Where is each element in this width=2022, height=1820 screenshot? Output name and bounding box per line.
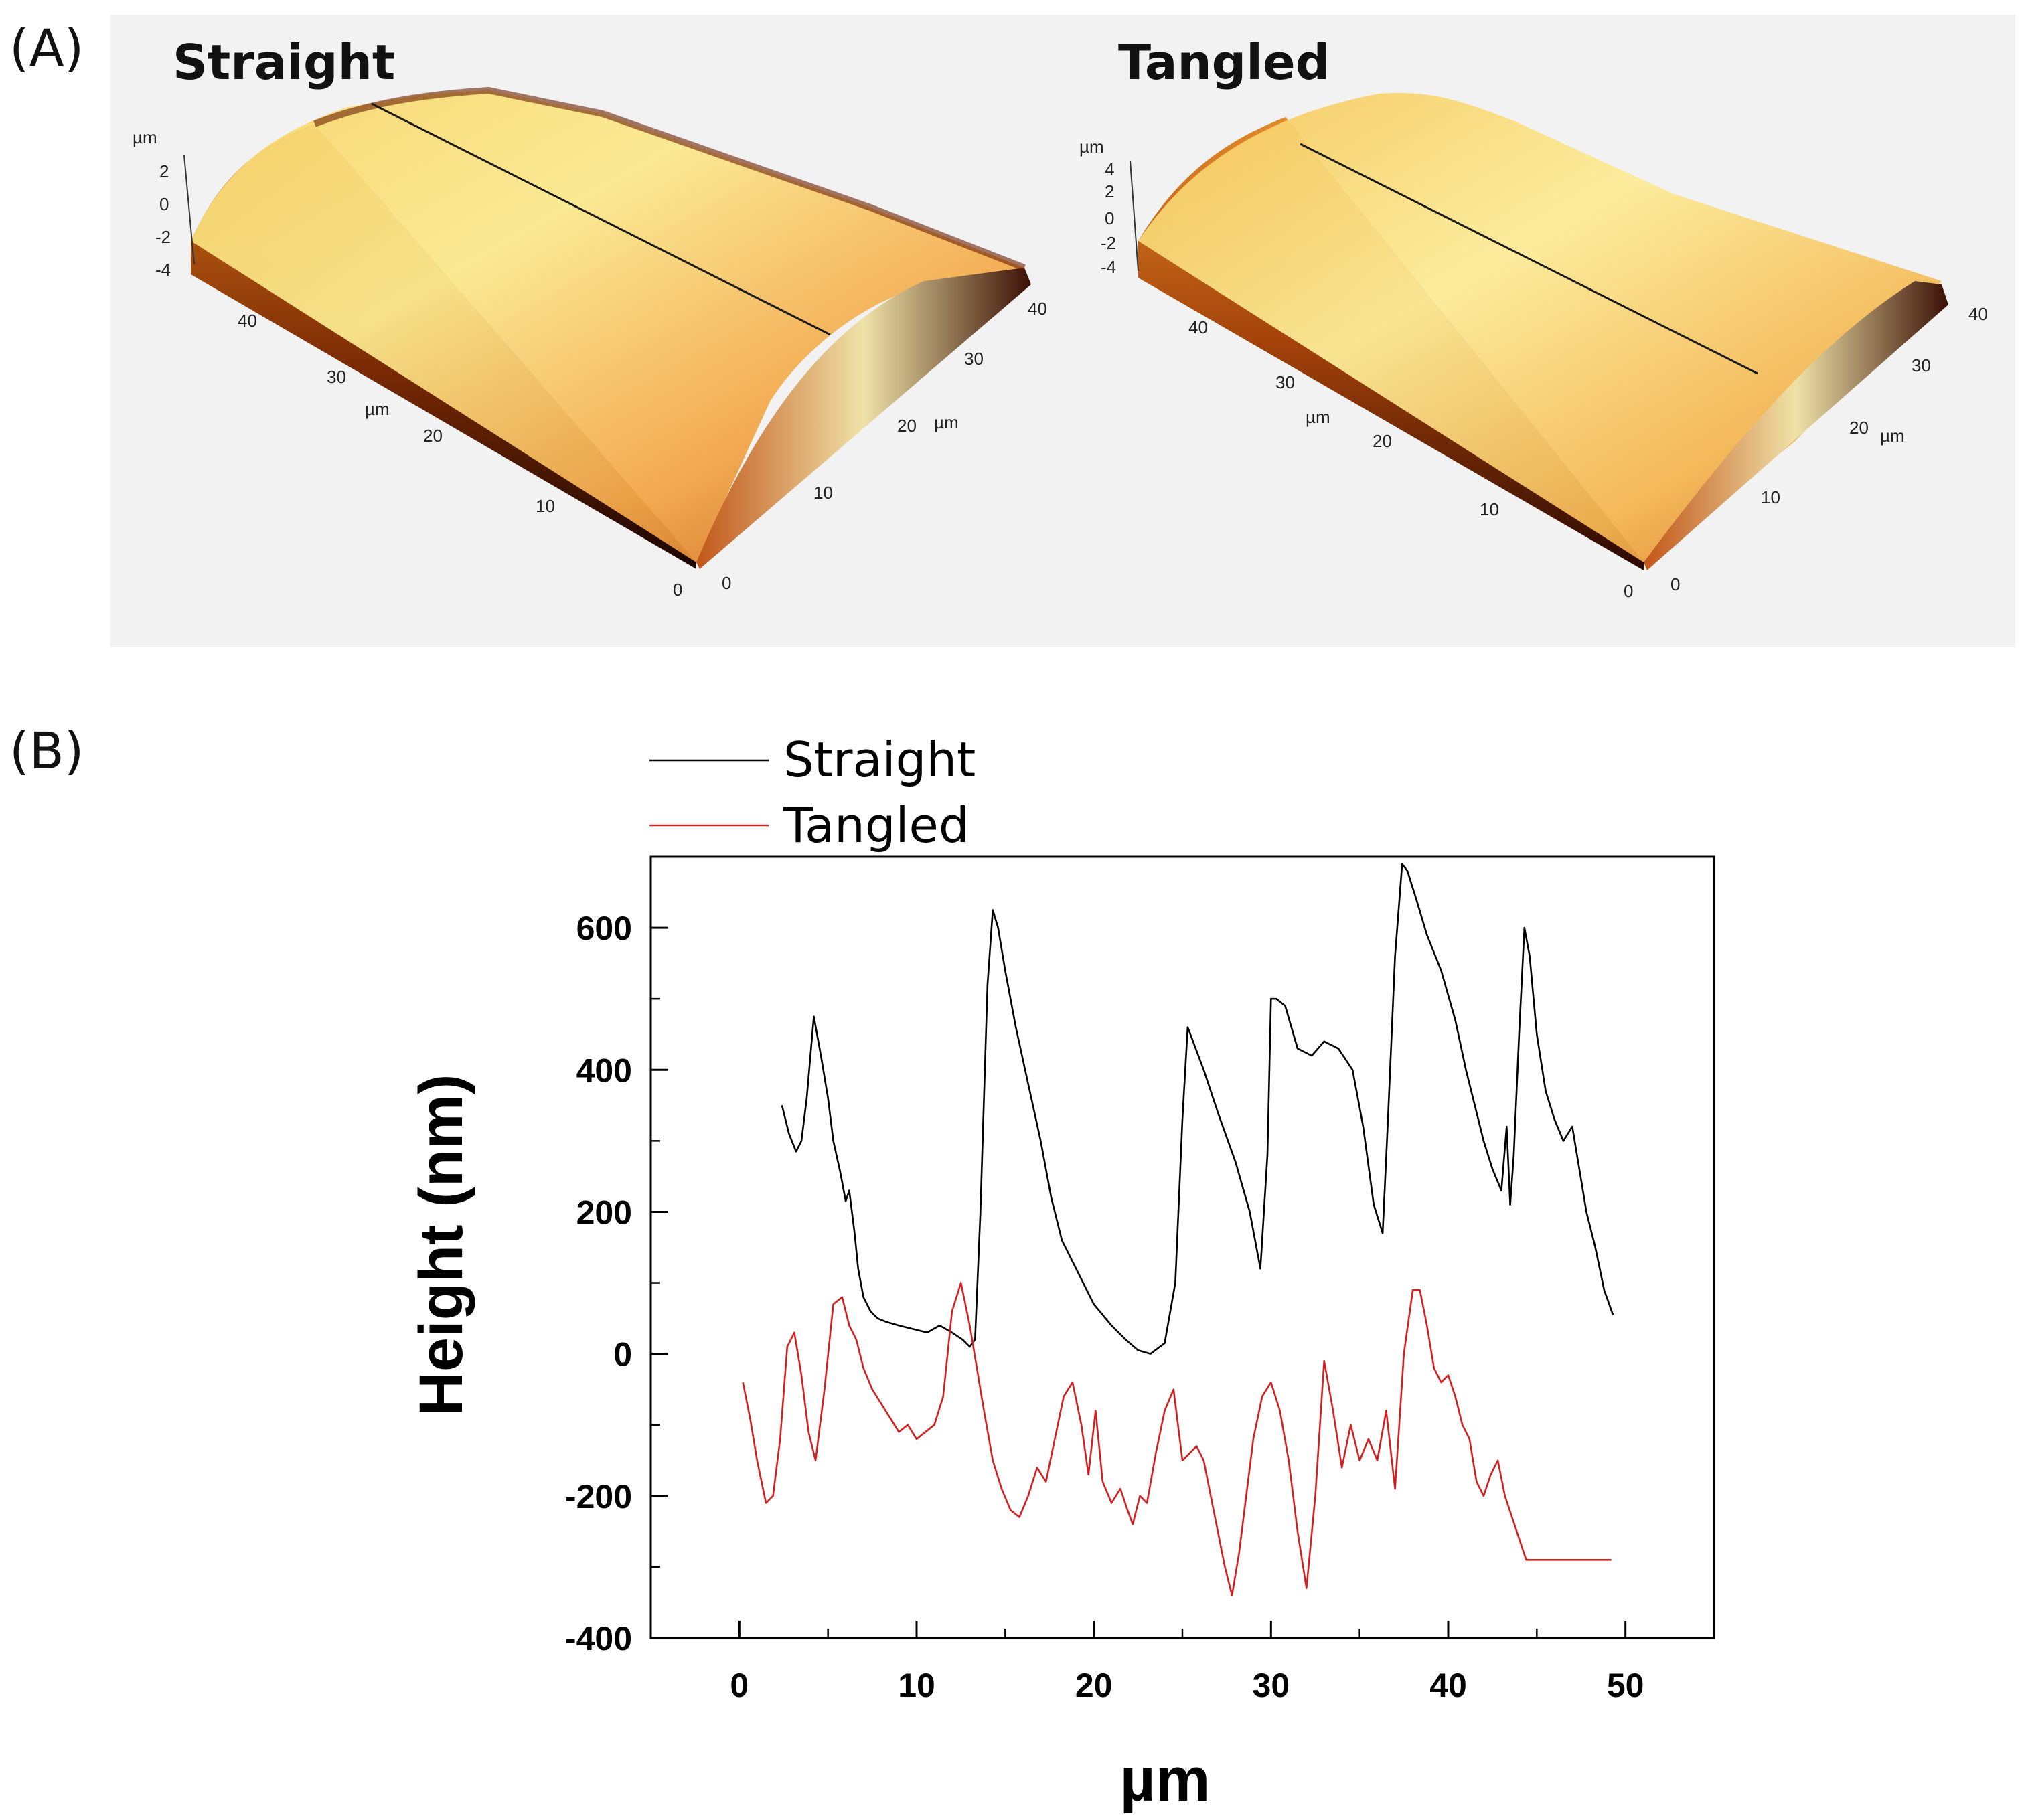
x-tick-label: 40	[1429, 1667, 1467, 1704]
afm-straight-z-tick: 2	[159, 161, 169, 181]
afm-surface-tangled	[1138, 93, 1948, 570]
afm-tangled-y-tick: 20	[1849, 418, 1869, 438]
series-line-tangled	[742, 1282, 1612, 1596]
afm-tangled-x-unit: µm	[1306, 407, 1330, 427]
afm-straight-z-axis	[183, 155, 195, 265]
afm-tangled-side-face	[1644, 281, 1948, 570]
afm-straight-z-unit: µm	[133, 127, 157, 147]
x-tick-label: 20	[1075, 1667, 1113, 1704]
afm-straight-x-tick: 20	[423, 426, 443, 446]
legend-label-tangled: Tangled	[783, 797, 969, 853]
afm-straight-z-tick: -2	[155, 227, 171, 247]
afm-tangled-x-tick: 40	[1188, 317, 1208, 337]
afm-straight-ridge	[313, 86, 1026, 271]
panel-b-label: (B)	[9, 721, 84, 780]
afm-straight-x-tick: 30	[327, 367, 346, 387]
y-tick-label: 200	[576, 1193, 632, 1231]
afm-tangled-y-tick: 0	[1670, 574, 1680, 594]
afm-straight-y-tick: 10	[813, 483, 833, 503]
x-tick-label: 10	[898, 1667, 935, 1704]
afm-tangled-z-tick: 2	[1105, 181, 1114, 201]
x-tick-label: 50	[1607, 1667, 1644, 1704]
x-tick-label: 0	[730, 1667, 749, 1704]
afm-straight-x-tick: 10	[536, 496, 555, 516]
afm-straight-z-tick: -4	[155, 260, 171, 280]
afm-straight-x-tick: 0	[673, 580, 682, 600]
y-tick-label: -400	[565, 1620, 632, 1657]
afm-straight-x-tick: 40	[238, 311, 257, 331]
series-line-straight	[781, 863, 1614, 1355]
y-axis-title: Height (nm)	[407, 1074, 475, 1416]
afm-tangled-z-tick: 4	[1105, 159, 1114, 179]
afm-straight-y-tick: 0	[722, 573, 731, 593]
x-axis-title: µm	[1120, 1746, 1211, 1814]
afm-tangled-y-tick: 10	[1761, 487, 1780, 507]
afm-tangled-x-tick: 0	[1624, 581, 1633, 601]
afm-straight-side-face	[696, 268, 1031, 569]
afm-straight-x-unit: µm	[365, 399, 390, 419]
panel-a-label: (A)	[9, 18, 84, 78]
afm-tangled-z-axis	[1130, 160, 1139, 272]
afm-tangled-y-tick: 40	[1968, 304, 1988, 324]
plot-frame	[649, 855, 1715, 1639]
afm-tangled-z-tick: -4	[1101, 257, 1116, 277]
afm-straight-y-unit: µm	[934, 412, 959, 432]
afm-tangled-z-tick: 0	[1105, 208, 1114, 228]
afm-tangled-x-tick: 30	[1275, 372, 1295, 392]
x-tick-label: 30	[1253, 1667, 1290, 1704]
y-tick-label: 600	[576, 910, 632, 947]
afm-straight-top-face	[191, 90, 1024, 562]
afm-tangled-y-unit: µm	[1880, 426, 1905, 446]
afm-surface-straight	[191, 86, 1031, 569]
afm-tangled-z-unit: µm	[1079, 137, 1104, 157]
legend: Straight Tangled	[649, 732, 976, 853]
afm-straight-profile-line	[371, 102, 831, 336]
afm-straight-y-tick: 30	[964, 349, 984, 369]
y-tick-label: 400	[576, 1052, 632, 1089]
afm-tangled-y-tick: 30	[1912, 355, 1931, 376]
afm-straight-y-tick: 20	[897, 416, 917, 436]
y-tick-label: 0	[613, 1336, 632, 1374]
afm-tangled-title: Tangled	[1118, 34, 1330, 90]
y-tick-label: -200	[565, 1478, 632, 1515]
afm-straight-y-tick: 40	[1028, 299, 1047, 319]
afm-tangled-profile-line	[1300, 143, 1758, 375]
afm-tangled-z-tick: -2	[1101, 233, 1116, 253]
afm-straight-z-tick: 0	[159, 194, 169, 214]
afm-tangled-x-tick: 10	[1480, 499, 1499, 519]
afm-tangled-x-tick: 20	[1373, 431, 1392, 451]
chart-marks: 0 10 20 30 40 50 -400 -200 0 200 400 600	[565, 855, 1644, 1704]
afm-straight-title: Straight	[173, 34, 395, 90]
legend-label-straight: Straight	[783, 732, 976, 788]
